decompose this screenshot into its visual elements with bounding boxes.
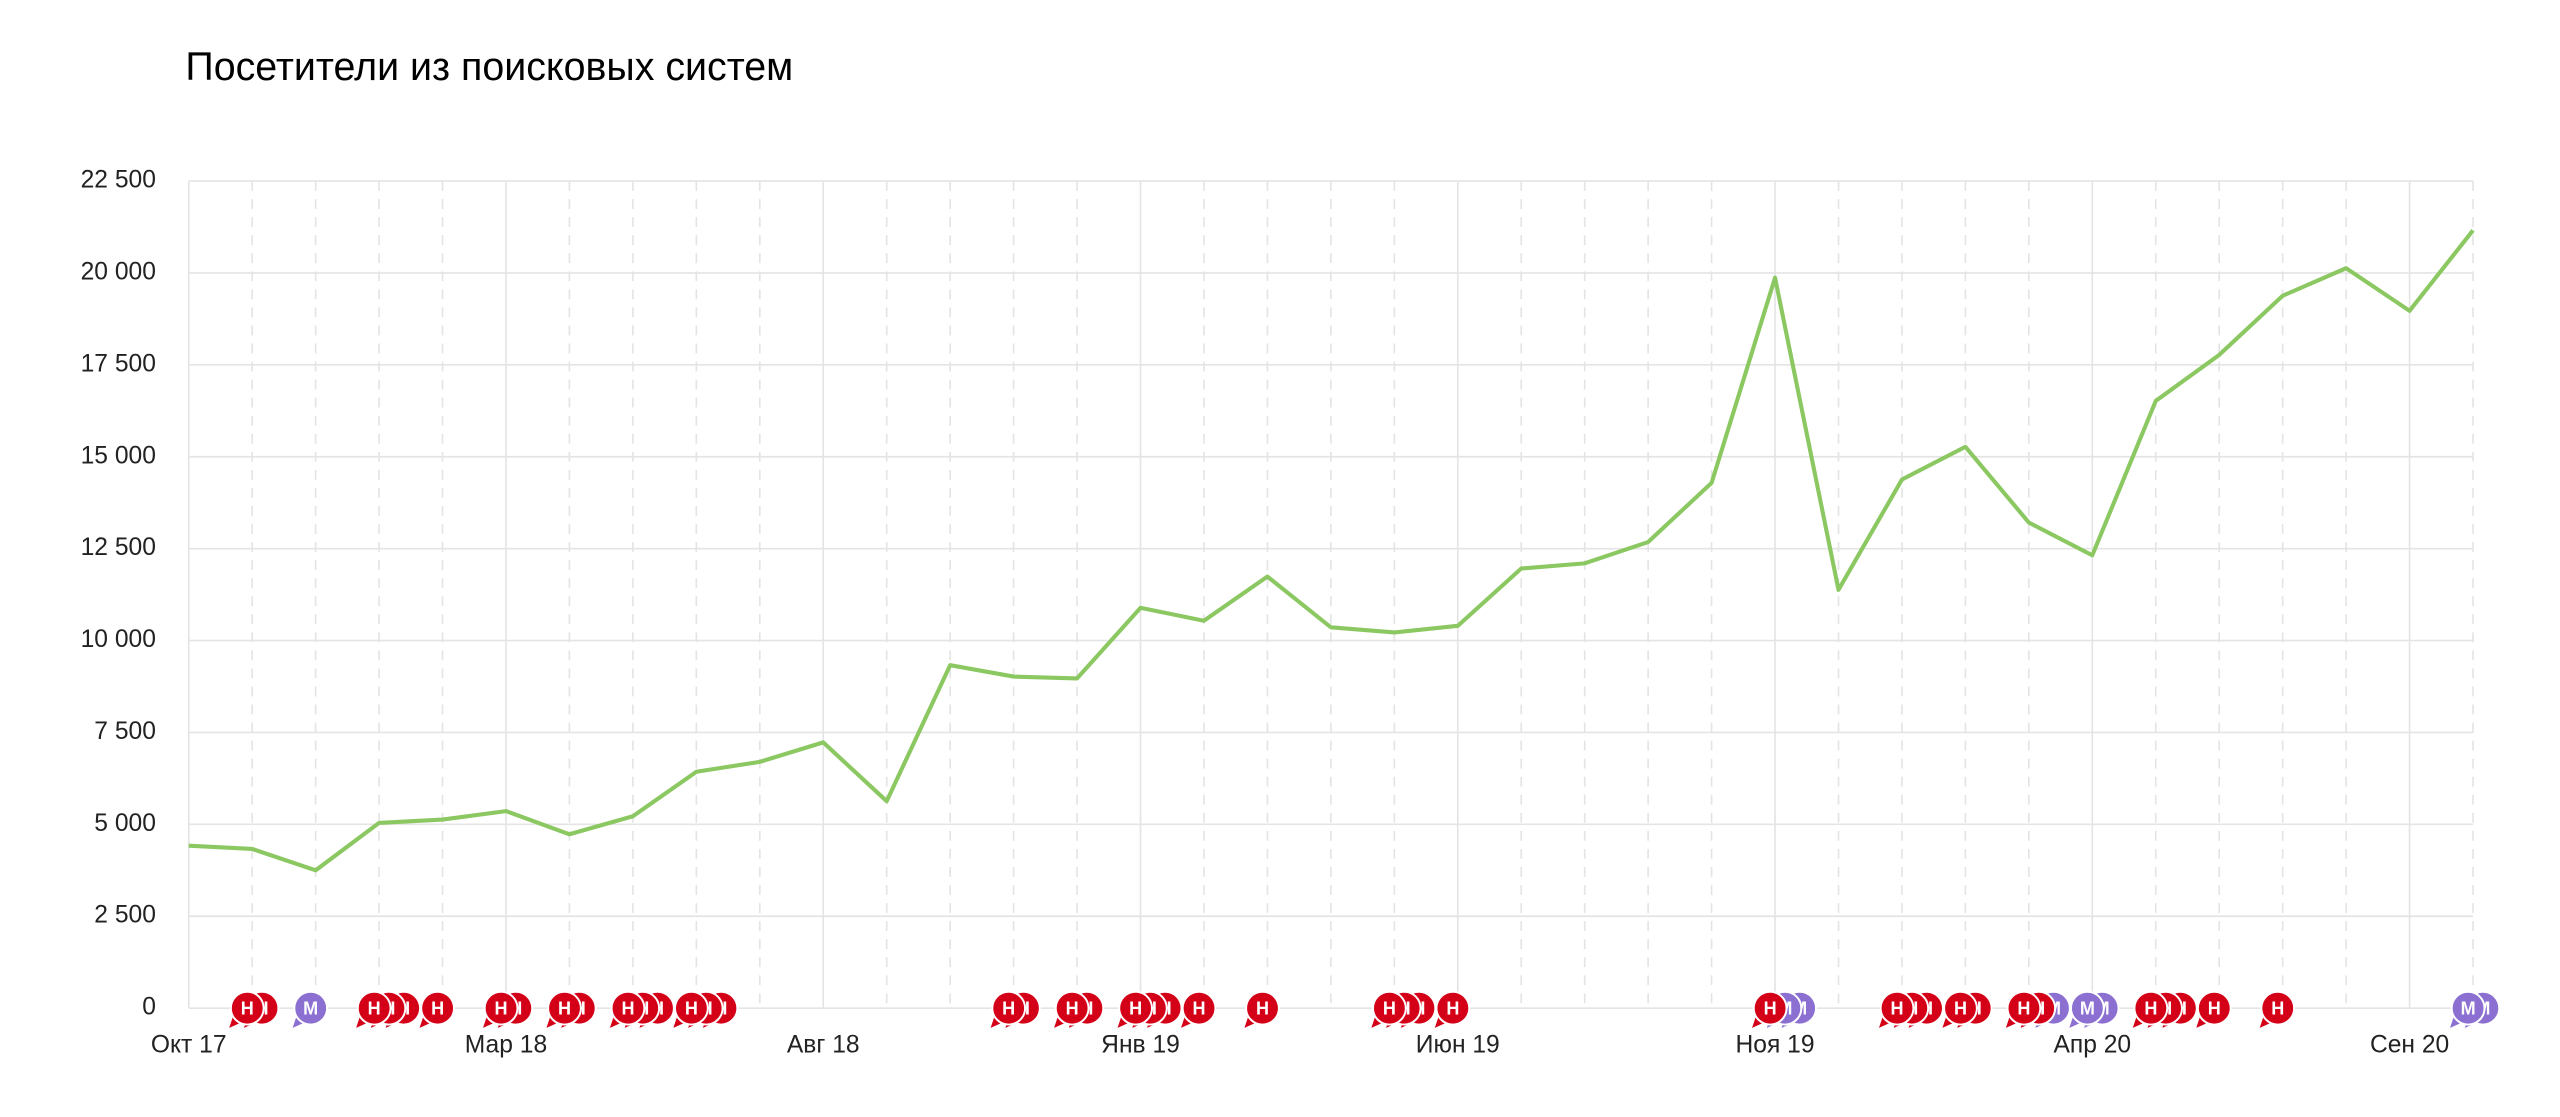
event-bubble <box>991 990 1027 1026</box>
event-marker: Н <box>2005 990 2042 1028</box>
x-tick-label: Июн 19 <box>1416 1031 1500 1058</box>
event-bubble <box>1943 990 1978 1026</box>
event-bubble <box>293 990 329 1026</box>
event-marker: Н <box>2132 990 2169 1028</box>
x-tick-label: Окт 17 <box>151 1031 227 1058</box>
x-tick-label: Янв 19 <box>1101 1031 1180 1058</box>
event-marker: Н <box>1054 990 1090 1028</box>
event-marker: М <box>2450 990 2486 1028</box>
event-marker: Н <box>609 990 646 1028</box>
y-tick-label: 15 000 <box>81 442 156 469</box>
event-marker: М <box>2069 990 2105 1028</box>
event-bubble <box>1752 990 1788 1026</box>
event-label: Н <box>1066 999 1079 1019</box>
y-tick-label: 2 500 <box>94 902 156 929</box>
event-label: Н <box>241 999 254 1019</box>
event-label: Н <box>1954 999 1967 1019</box>
event-label: Н <box>2271 999 2284 1019</box>
event-bubble <box>2069 990 2105 1026</box>
event-label: Н <box>621 999 634 1019</box>
event-marker: Н <box>1371 990 1407 1028</box>
y-tick-label: 5 000 <box>94 810 156 837</box>
event-bubble <box>1118 990 1153 1026</box>
x-tick-label: Сен 20 <box>2370 1031 2449 1058</box>
event-bubble <box>1245 990 1280 1026</box>
event-marker: Н <box>673 990 709 1028</box>
event-label: Н <box>1446 999 1459 1019</box>
event-label: Н <box>1129 999 1142 1019</box>
event-marker: Н <box>229 990 265 1028</box>
event-label: Н <box>1193 999 1206 1019</box>
event-bubble <box>1372 990 1407 1026</box>
x-tick-label: Ноя 19 <box>1736 1031 1815 1058</box>
event-label: Н <box>1256 999 1269 1019</box>
event-marker: Н <box>1752 990 1788 1028</box>
event-label: Н <box>368 999 381 1019</box>
event-marker: М <box>292 990 329 1028</box>
event-label: Н <box>495 999 508 1019</box>
event-label: Н <box>1383 999 1396 1019</box>
y-tick-label: 7 500 <box>94 718 156 745</box>
y-tick-label: 22 500 <box>81 167 156 194</box>
event-label: Н <box>558 999 571 1019</box>
y-tick-label: 12 500 <box>81 534 156 561</box>
x-tick-label: Апр 20 <box>2053 1031 2131 1058</box>
event-label: М <box>2461 999 2476 1019</box>
event-label: Н <box>685 999 698 1019</box>
y-tick-label: 17 500 <box>81 350 156 377</box>
event-bubble <box>229 990 265 1026</box>
event-marker: Н <box>2196 990 2232 1028</box>
x-tick-label: Мар 18 <box>465 1031 547 1058</box>
event-marker: Н <box>1117 990 1153 1028</box>
x-tick-label: Авг 18 <box>787 1031 860 1058</box>
event-bubble <box>1879 990 1915 1026</box>
event-bubble <box>610 990 646 1026</box>
event-label: Н <box>1891 999 1904 1019</box>
event-label: Н <box>1002 999 1015 1019</box>
y-tick-label: 20 000 <box>81 258 156 285</box>
event-bubble <box>2260 990 2296 1026</box>
event-bubble <box>2133 990 2169 1026</box>
event-label: М <box>2080 999 2095 1019</box>
event-marker: Н <box>1942 990 1978 1028</box>
line-series <box>188 229 2475 873</box>
y-tick-label: 10 000 <box>81 626 156 653</box>
event-marker: Н <box>546 990 582 1028</box>
event-bubble <box>2196 990 2232 1026</box>
y-tick-label: 0 <box>142 994 156 1021</box>
event-marker: Н <box>483 990 519 1028</box>
event-label: Н <box>1764 999 1777 1019</box>
chart-title: Посетители из поисковых систем <box>185 45 793 89</box>
event-bubble <box>2006 990 2042 1026</box>
event-label: Н <box>2144 999 2157 1019</box>
event-label: Н <box>431 999 444 1019</box>
event-bubble <box>483 990 519 1026</box>
event-label: Н <box>2208 999 2221 1019</box>
event-bubble <box>420 990 456 1026</box>
event-marker: Н <box>356 990 392 1028</box>
event-marker: Н <box>1434 990 1471 1028</box>
event-bubble <box>1054 990 1090 1026</box>
event-marker: Н <box>1180 990 1217 1028</box>
event-bubble <box>356 990 392 1026</box>
event-bubble <box>1435 990 1471 1026</box>
event-bubble <box>1181 990 1217 1026</box>
event-marker: Н <box>419 990 456 1028</box>
event-bubble <box>547 990 582 1026</box>
event-marker: Н <box>1244 990 1280 1028</box>
event-marker: Н <box>2259 990 2296 1028</box>
event-label: М <box>303 999 318 1019</box>
event-marker: Н <box>990 990 1027 1028</box>
event-bubble <box>2450 990 2486 1026</box>
event-marker: Н <box>1878 990 1915 1028</box>
event-bubble <box>674 990 709 1026</box>
event-label: Н <box>2017 999 2030 1019</box>
